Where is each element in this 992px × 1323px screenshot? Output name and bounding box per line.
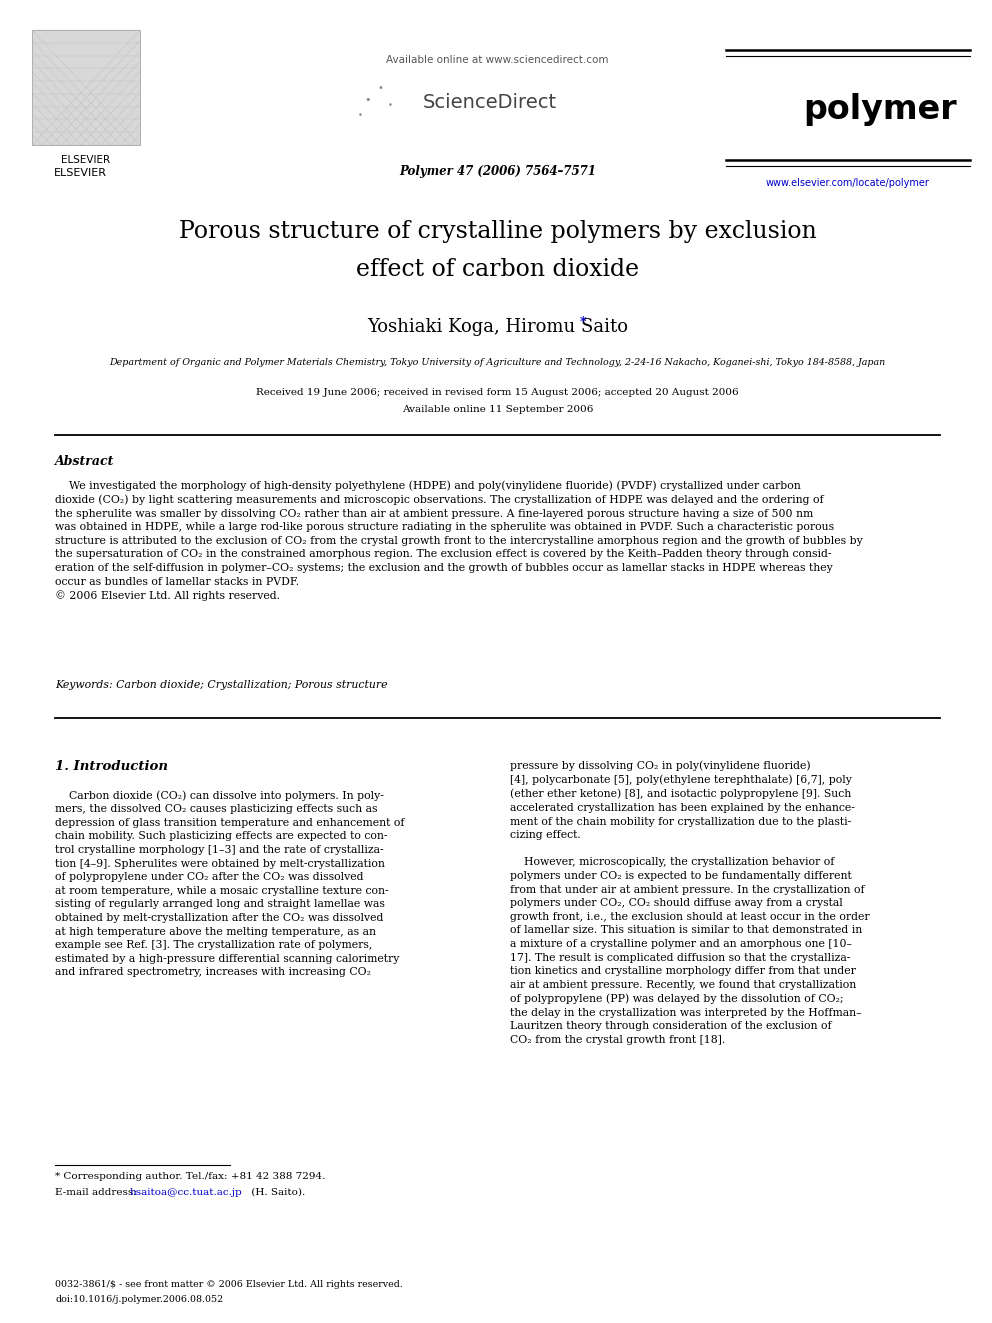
Text: ScienceDirect: ScienceDirect: [423, 93, 558, 111]
Text: E-mail address:: E-mail address:: [55, 1188, 140, 1197]
Text: * Corresponding author. Tel./fax: +81 42 388 7294.: * Corresponding author. Tel./fax: +81 42…: [55, 1172, 325, 1181]
Text: Keywords: Carbon dioxide; Crystallization; Porous structure: Keywords: Carbon dioxide; Crystallizatio…: [55, 680, 388, 691]
Text: •: •: [365, 95, 371, 105]
Text: 1. Introduction: 1. Introduction: [55, 759, 168, 773]
Text: Available online 11 September 2006: Available online 11 September 2006: [402, 405, 593, 414]
Text: www.elsevier.com/locate/polymer: www.elsevier.com/locate/polymer: [766, 179, 930, 188]
Text: polymer: polymer: [804, 94, 957, 127]
Text: •: •: [388, 101, 393, 110]
Text: We investigated the morphology of high-density polyethylene (HDPE) and poly(viny: We investigated the morphology of high-d…: [55, 480, 863, 602]
Text: Polymer 47 (2006) 7564–7571: Polymer 47 (2006) 7564–7571: [399, 165, 596, 179]
Text: doi:10.1016/j.polymer.2006.08.052: doi:10.1016/j.polymer.2006.08.052: [55, 1295, 223, 1304]
Text: hsaitoa@cc.tuat.ac.jp: hsaitoa@cc.tuat.ac.jp: [130, 1188, 243, 1197]
Text: (H. Saito).: (H. Saito).: [248, 1188, 306, 1197]
Bar: [32, 30, 140, 146]
Text: Department of Organic and Polymer Materials Chemistry, Tokyo University of Agric: Department of Organic and Polymer Materi…: [109, 359, 886, 366]
Text: Carbon dioxide (CO₂) can dissolve into polymers. In poly-
mers, the dissolved CO: Carbon dioxide (CO₂) can dissolve into p…: [55, 790, 405, 978]
Text: *: *: [580, 316, 586, 329]
Text: Received 19 June 2006; received in revised form 15 August 2006; accepted 20 Augu: Received 19 June 2006; received in revis…: [256, 388, 739, 397]
Text: Yoshiaki Koga, Hiromu Saito: Yoshiaki Koga, Hiromu Saito: [367, 318, 628, 336]
Text: ELSEVIER: ELSEVIER: [54, 168, 106, 179]
Text: ELSEVIER: ELSEVIER: [62, 155, 110, 165]
Text: •: •: [377, 83, 383, 93]
Text: 0032-3861/$ - see front matter © 2006 Elsevier Ltd. All rights reserved.: 0032-3861/$ - see front matter © 2006 El…: [55, 1279, 403, 1289]
Text: effect of carbon dioxide: effect of carbon dioxide: [356, 258, 639, 280]
Text: Porous structure of crystalline polymers by exclusion: Porous structure of crystalline polymers…: [179, 220, 816, 243]
Text: •: •: [357, 111, 362, 119]
Text: Available online at www.sciencedirect.com: Available online at www.sciencedirect.co…: [386, 56, 609, 65]
Text: Abstract: Abstract: [55, 455, 114, 468]
Text: pressure by dissolving CO₂ in poly(vinylidene fluoride)
[4], polycarbonate [5], : pressure by dissolving CO₂ in poly(vinyl…: [510, 759, 870, 1045]
